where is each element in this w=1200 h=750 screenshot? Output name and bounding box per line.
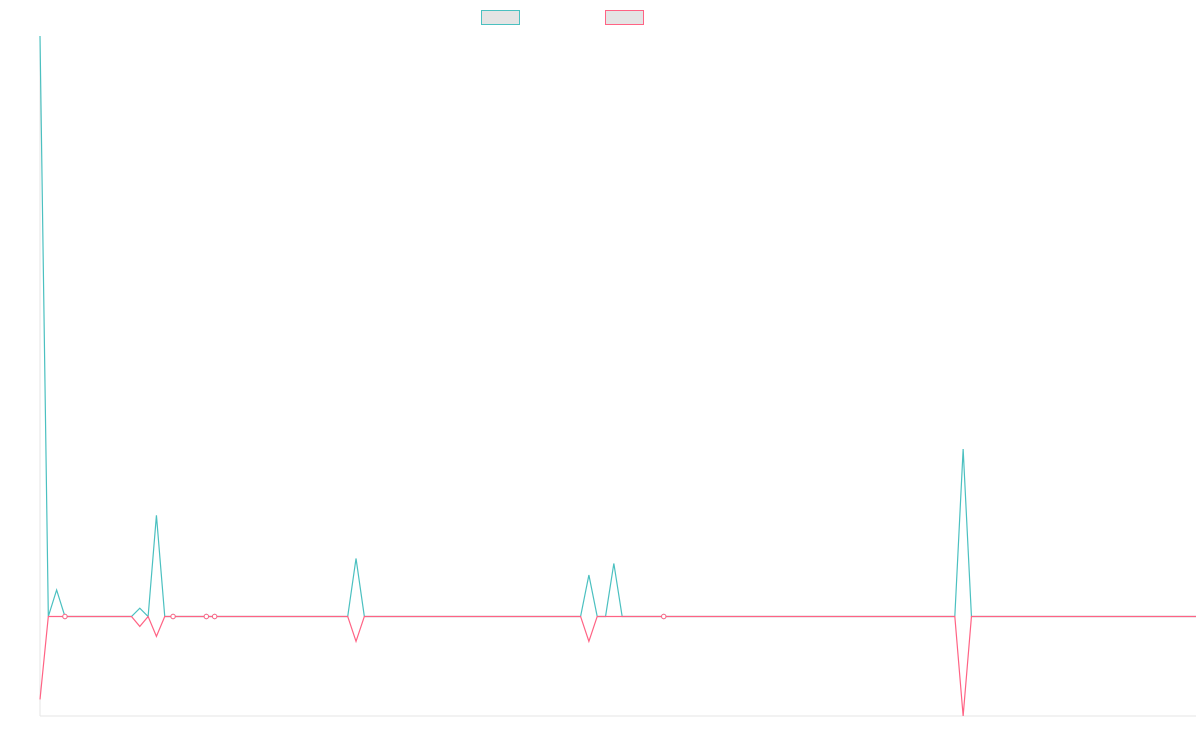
series-2-point-3[interactable] <box>203 613 210 620</box>
series-layer <box>39 35 1196 717</box>
series-2-point-4[interactable] <box>211 613 218 620</box>
series-line-1[interactable] <box>39 35 1196 618</box>
series-2-point-1[interactable] <box>62 613 68 620</box>
legend-swatch-series-1[interactable] <box>481 10 520 25</box>
series-2-point-5[interactable] <box>661 613 667 620</box>
series-2-point-2[interactable] <box>170 613 176 620</box>
series-line-2[interactable] <box>39 615 1196 717</box>
legend-swatch-series-2[interactable] <box>605 10 644 25</box>
